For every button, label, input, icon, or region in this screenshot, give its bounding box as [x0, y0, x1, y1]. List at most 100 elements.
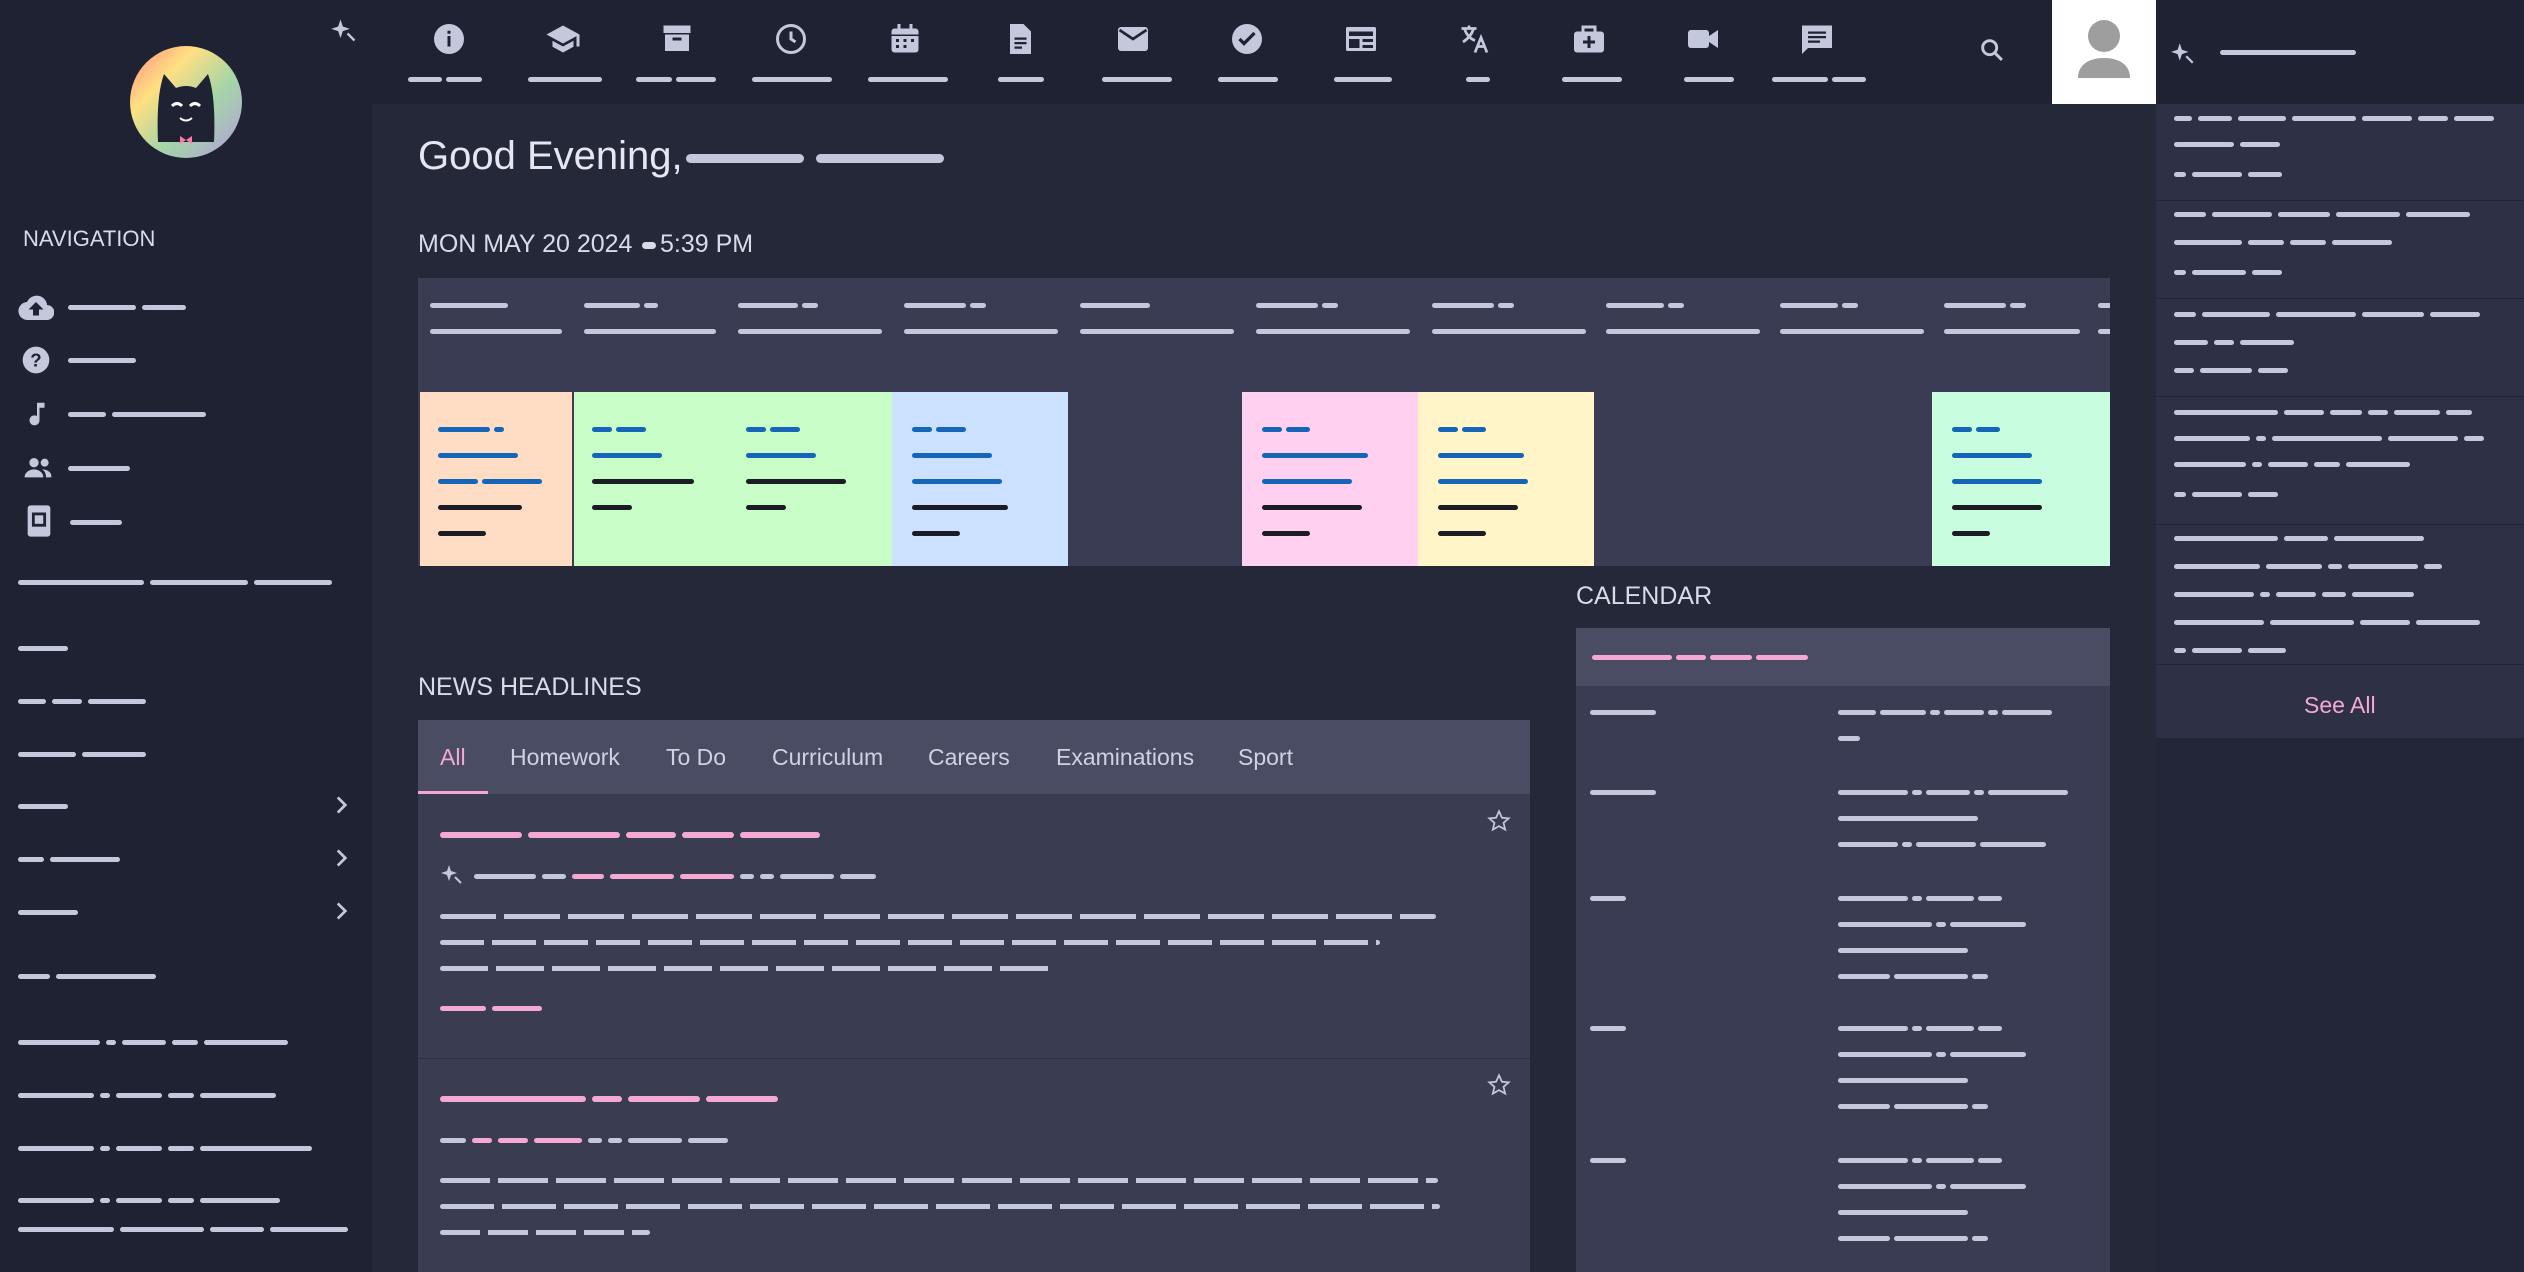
see-all-link[interactable]: See All [2304, 692, 2376, 718]
translate-icon [1461, 25, 1489, 54]
notification-item[interactable] [2156, 104, 2524, 201]
notifications-header [2156, 0, 2524, 104]
news-tabs: All Homework To Do Curriculum Careers Ex… [418, 720, 1530, 794]
calendar-header[interactable] [1576, 628, 2110, 686]
sparkle-pin-icon[interactable] [330, 16, 358, 44]
info-icon [434, 24, 464, 54]
notification-item[interactable] [2156, 524, 2524, 665]
nav-archive[interactable] [656, 18, 698, 60]
date-text: MON MAY 20 2024 [418, 230, 633, 258]
sparkle-pin-icon[interactable] [2170, 40, 2196, 66]
news-heading: NEWS HEADLINES [418, 673, 642, 701]
nav-calendar[interactable] [884, 18, 926, 60]
notification-item[interactable] [2156, 200, 2524, 299]
notification-item[interactable] [2156, 396, 2524, 525]
nav-school[interactable] [542, 18, 584, 60]
news-panel: All Homework To Do Curriculum Careers Ex… [418, 720, 1530, 1272]
calendar-event[interactable] [1576, 884, 2110, 984]
sidebar-link-expandable[interactable] [18, 792, 358, 818]
active-tab-indicator [418, 791, 488, 794]
search-icon [1981, 39, 2003, 61]
calendar-event[interactable] [1576, 698, 2110, 758]
news-item[interactable] [418, 1060, 1530, 1272]
news-icon [1346, 27, 1376, 51]
video-camera-icon [1688, 30, 1718, 48]
news-item[interactable] [418, 794, 1530, 1059]
sidebar-section-heading [18, 580, 358, 590]
nav-heading: NAVIGATION [23, 226, 156, 251]
school-logo[interactable] [128, 44, 244, 160]
sidebar-link[interactable] [18, 1040, 358, 1050]
period-block[interactable] [1932, 392, 2110, 566]
nav-clock[interactable] [770, 18, 812, 60]
tab-careers[interactable]: Careers [928, 744, 1010, 770]
sidebar-link[interactable] [18, 644, 358, 654]
clock-icon [776, 24, 806, 54]
nav-video[interactable] [1682, 18, 1724, 60]
notifications-panel: See All [2156, 0, 2524, 738]
tab-todo[interactable]: To Do [666, 744, 727, 770]
tab-all[interactable]: All [440, 744, 466, 770]
timetable-strip [418, 278, 2110, 566]
calendar-event[interactable] [1576, 778, 2110, 858]
tab-sport[interactable]: Sport [1238, 744, 1293, 770]
tab-curriculum[interactable]: Curriculum [772, 744, 884, 770]
sidebar-link-expandable[interactable] [18, 898, 358, 924]
nav-translate[interactable] [1454, 18, 1496, 60]
sparkle-icon [441, 865, 462, 884]
period-block[interactable] [574, 392, 892, 566]
calendar-icon [891, 24, 919, 53]
calendar-event[interactable] [1576, 1014, 2110, 1114]
sidebar-link[interactable] [18, 1093, 358, 1103]
date-time: MON MAY 20 2024 5:39 PM [418, 230, 1018, 260]
chevron-right-icon [336, 849, 348, 867]
top-navigation [372, 0, 2156, 104]
sidebar-item-music[interactable] [22, 398, 362, 434]
nav-check[interactable] [1226, 18, 1268, 60]
sidebar-link[interactable] [18, 1146, 358, 1156]
period-block[interactable] [892, 392, 1068, 566]
tab-homework[interactable]: Homework [510, 744, 620, 770]
sidebar-link[interactable] [18, 750, 358, 760]
badge-icon [27, 505, 51, 537]
archive-icon [663, 25, 691, 51]
nav-news[interactable] [1340, 18, 1382, 60]
nav-message[interactable] [1796, 18, 1838, 60]
mail-icon [1118, 27, 1148, 51]
time-text: 5:39 PM [660, 230, 754, 258]
school-icon [546, 25, 580, 53]
notification-item[interactable] [2156, 298, 2524, 397]
period-block[interactable] [420, 392, 572, 566]
calendar-event[interactable] [1576, 1146, 2110, 1246]
star-icon[interactable] [1486, 808, 1512, 834]
search-button[interactable] [1978, 36, 2006, 64]
svg-text:?: ? [30, 350, 41, 371]
sidebar-item-badge[interactable] [26, 504, 366, 540]
period-block[interactable] [1418, 392, 1594, 566]
avatar[interactable] [2052, 0, 2156, 104]
medical-bag-icon [1574, 25, 1604, 53]
tab-examinations[interactable]: Examinations [1056, 744, 1195, 770]
sidebar-link[interactable] [18, 697, 358, 707]
calendar-panel [1576, 628, 2110, 1272]
star-icon[interactable] [1486, 1072, 1512, 1098]
sidebar-link[interactable] [18, 1198, 358, 1232]
people-icon [24, 458, 52, 478]
sidebar-item-people[interactable] [20, 452, 360, 488]
message-icon [1802, 25, 1832, 54]
user-avatar-icon [2078, 20, 2130, 78]
nav-medical[interactable] [1568, 18, 1610, 60]
check-circle-icon [1232, 24, 1262, 54]
music-note-icon [29, 402, 45, 426]
sidebar-item-upload[interactable] [18, 290, 358, 326]
nav-mail[interactable] [1112, 18, 1154, 60]
calendar-heading: CALENDAR [1576, 582, 1713, 610]
nav-info[interactable] [428, 18, 470, 60]
nav-document[interactable] [998, 18, 1040, 60]
help-icon: ? [22, 346, 50, 374]
sidebar-link-expandable[interactable] [18, 845, 358, 871]
sidebar-item-help[interactable]: ? [20, 344, 360, 380]
sidebar-link[interactable] [18, 974, 358, 984]
document-icon [1010, 24, 1031, 54]
period-block[interactable] [1242, 392, 1418, 566]
